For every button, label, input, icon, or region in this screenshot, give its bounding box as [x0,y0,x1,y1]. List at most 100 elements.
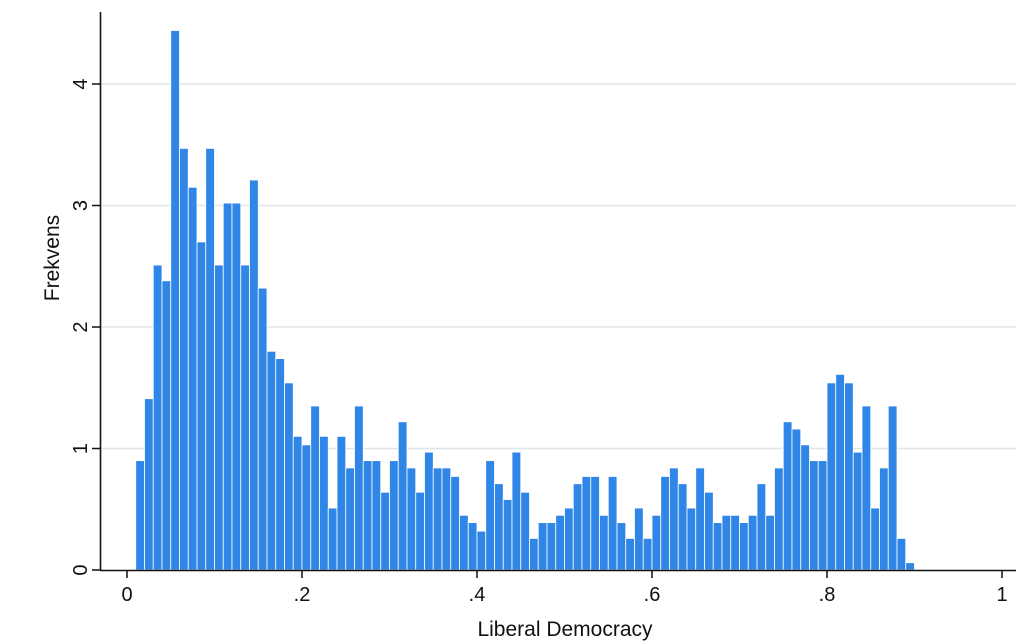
histogram-bar [572,483,583,571]
histogram-bar [292,435,303,571]
y-axis-title: Frekvens [41,215,64,301]
histogram-bar [397,421,408,571]
histogram-bar [371,460,382,571]
histogram-bar [345,467,355,571]
histogram-bar [152,264,163,571]
histogram-bar [424,451,434,571]
histogram-bar [441,467,452,571]
histogram-bar [739,522,749,571]
histogram-bar [651,514,662,571]
histogram-bar [170,30,180,571]
histogram-bar [852,451,863,571]
histogram-bar [712,522,723,571]
histogram-bar [625,538,635,571]
histogram-bar [179,147,189,571]
histogram-bar [782,421,793,571]
histogram-bar [555,514,565,571]
y-tick-label: 3 [70,200,92,211]
histogram-bar [686,507,697,571]
histogram-bar [537,522,548,571]
histogram-bar [529,538,539,571]
histogram-bar [677,483,688,571]
histogram-bar [319,435,329,571]
histogram-bar [354,405,364,571]
x-tick-label: .4 [469,584,486,606]
histogram-bar [642,538,653,571]
histogram-bar [765,514,775,571]
histogram-bar [222,202,233,571]
histogram-bar [817,460,828,571]
histogram-bar [266,350,277,571]
histogram-bar [135,460,145,571]
histogram-bar [415,491,425,571]
histogram-bar [730,514,740,571]
x-tick-label: .6 [644,584,661,606]
histogram-bar [144,398,154,571]
histogram-bar [756,483,767,571]
histogram-bar [870,507,880,571]
histogram-bar [704,491,714,571]
x-tick-label: .8 [819,584,836,606]
x-axis-ticks: 0 .2 .4 .6 .8 1 [121,570,1008,606]
histogram-bar [660,476,670,571]
histogram-bar [520,491,530,571]
histogram-bar [196,241,207,571]
histogram-bar [249,179,259,571]
y-tick-label: 2 [70,321,92,332]
histogram-bar [616,522,627,571]
histogram-bar [564,507,574,571]
histogram-bar [362,460,373,571]
histogram-bar [905,562,915,571]
histogram-bar [634,507,644,571]
x-tick-label: 1 [996,584,1007,606]
histogram-bar [607,476,618,571]
histogram-bar [747,514,758,571]
histogram-bar [301,444,312,571]
histogram-bar [467,522,478,571]
x-axis-title: Liberal Democracy [477,618,653,641]
histogram-bar [844,382,854,571]
histogram-bar [879,467,889,571]
histogram-bar [240,264,250,571]
x-tick-label: .2 [294,584,311,606]
y-tick-label: 4 [70,78,92,89]
histogram-bar [502,499,513,571]
histogram-bar [800,444,810,571]
histogram-bar [476,530,487,571]
y-tick-label: 1 [70,443,92,454]
histogram-bar [809,460,819,571]
histogram-bar [310,405,320,571]
histogram-bar [450,476,460,571]
histogram-bar [791,428,802,571]
histogram-bar [861,405,872,571]
histogram-bar [187,186,198,571]
histogram-bar [774,467,784,571]
x-tick-label: 0 [121,584,132,606]
histogram-bar [511,451,522,571]
histogram-bar [695,467,705,571]
axes [99,12,1016,572]
histogram-bar [275,358,285,571]
histogram-bar [161,280,172,571]
histogram-bar [257,287,268,571]
histogram-bar [485,460,495,571]
histogram-bar [581,476,592,571]
histogram-bar [669,467,679,571]
histogram-bar [599,514,609,571]
histogram-bar [406,467,417,571]
histogram-bar [546,522,557,571]
histogram-bar [231,202,242,571]
y-axis-ticks: 0 1 2 3 4 [70,78,100,576]
histogram-bar [205,147,215,571]
histogram-bar [826,382,837,571]
histogram-bar [380,491,390,571]
bars [135,30,915,571]
histogram-bar [590,476,600,571]
histogram-bar [887,405,898,571]
histogram-bar [494,483,504,571]
histogram-bar [214,264,224,571]
histogram-bar [432,467,443,571]
histogram-bar [459,514,469,571]
y-tick-label: 0 [70,564,92,575]
